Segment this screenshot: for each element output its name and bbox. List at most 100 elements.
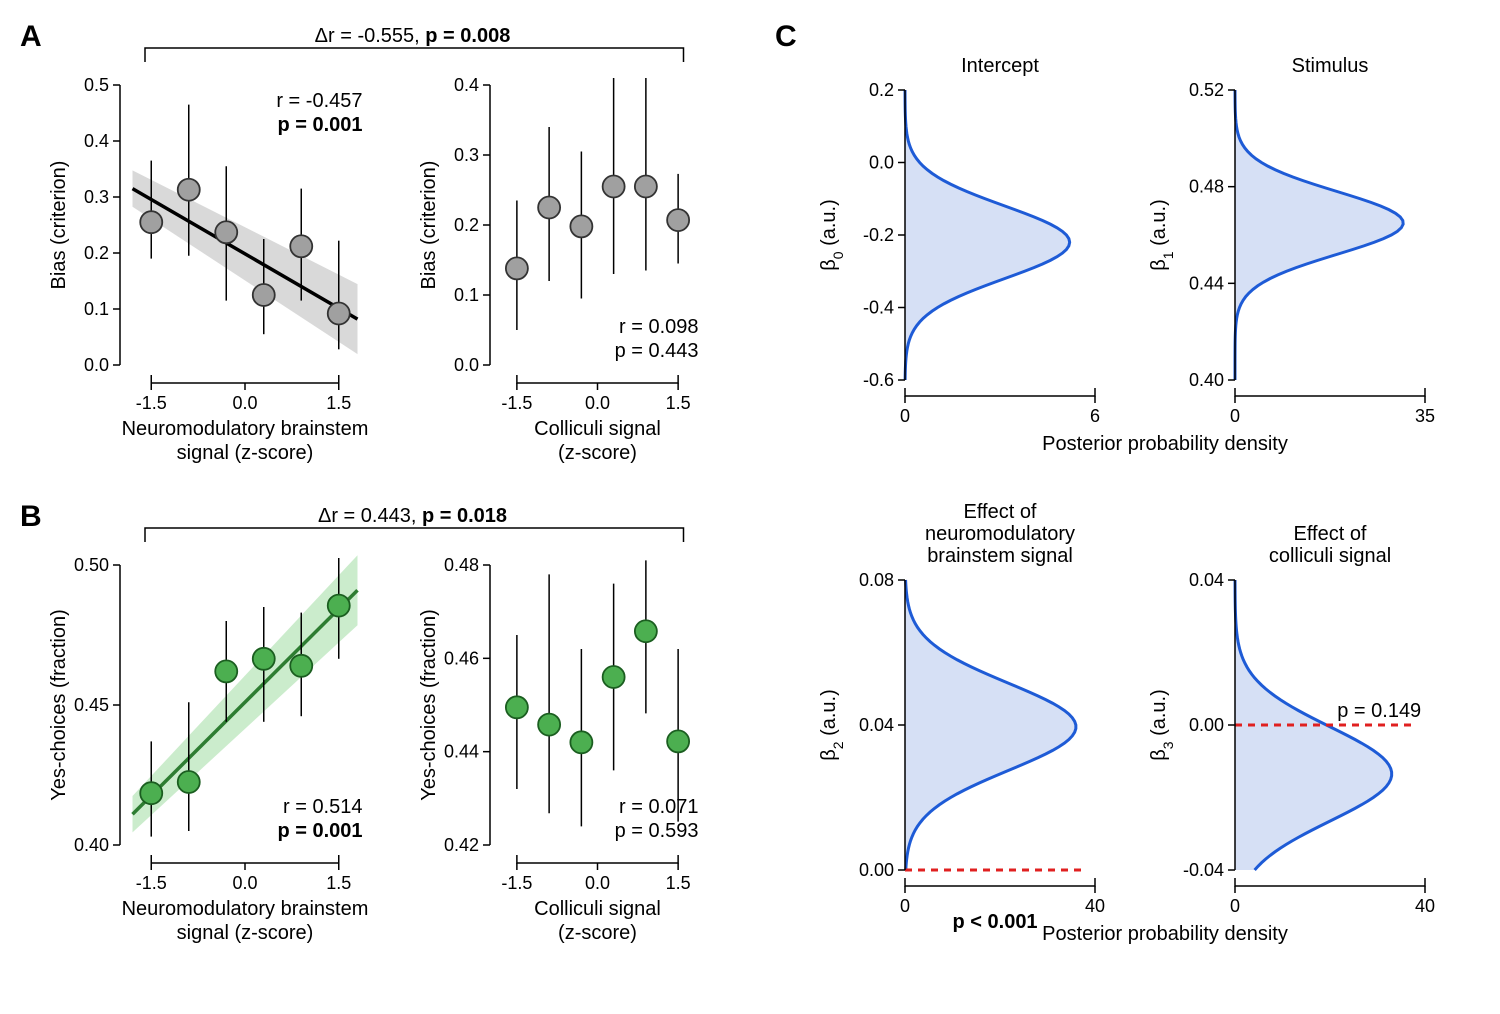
svg-text:0.3: 0.3: [84, 187, 109, 207]
svg-text:0.46: 0.46: [444, 648, 479, 668]
left-column: A 0.0 0.1 0.2 0.3 0.4 0.5 -1.5 0.0 1.5 Bias (crit…: [20, 20, 750, 995]
figure-container: A 0.0 0.1 0.2 0.3 0.4 0.5 -1.5 0.0 1.5 Bias (crit…: [20, 20, 1480, 995]
svg-text:0.0: 0.0: [585, 873, 610, 893]
svg-text:0.4: 0.4: [454, 75, 479, 95]
svg-text:β2 (a.u.): β2 (a.u.): [818, 689, 846, 761]
svg-text:signal (z-score): signal (z-score): [177, 442, 314, 464]
svg-text:Effect of: Effect of: [1293, 523, 1366, 545]
svg-text:0.44: 0.44: [444, 742, 479, 762]
svg-text:Colliculi signal: Colliculi signal: [534, 418, 661, 440]
svg-text:0.2: 0.2: [869, 80, 894, 100]
svg-text:0.52: 0.52: [1189, 80, 1224, 100]
panel-B-label: B: [20, 500, 42, 534]
svg-text:-0.04: -0.04: [1183, 860, 1224, 880]
svg-text:r = 0.514: r = 0.514: [283, 796, 363, 818]
svg-text:β3 (a.u.): β3 (a.u.): [1148, 689, 1176, 761]
panel-B-svg: 0.40 0.45 0.50 -1.5 0.0 1.5 Yes-choices (fract…: [20, 500, 750, 980]
svg-text:p = 0.149: p = 0.149: [1337, 700, 1421, 722]
svg-text:Effect of: Effect of: [963, 501, 1036, 523]
svg-text:0.50: 0.50: [74, 555, 109, 575]
svg-text:p = 0.001: p = 0.001: [277, 820, 362, 842]
svg-text:1.5: 1.5: [666, 393, 691, 413]
panel-A: A 0.0 0.1 0.2 0.3 0.4 0.5 -1.5 0.0 1.5 Bias (crit…: [20, 20, 750, 500]
svg-text:0.5: 0.5: [84, 75, 109, 95]
panel-A-label: A: [20, 20, 42, 54]
svg-text:0.44: 0.44: [1189, 273, 1224, 293]
svg-text:0: 0: [1230, 896, 1240, 916]
svg-text:0: 0: [900, 896, 910, 916]
svg-text:Neuromodulatory brainstem: Neuromodulatory brainstem: [122, 418, 369, 440]
svg-text:Δr = 0.443, p = 0.018: Δr = 0.443, p = 0.018: [318, 505, 507, 527]
svg-text:r = -0.457: r = -0.457: [276, 90, 362, 112]
svg-text:0.1: 0.1: [84, 299, 109, 319]
svg-text:35: 35: [1415, 406, 1435, 426]
svg-text:1.5: 1.5: [326, 393, 351, 413]
svg-text:Bias (criterion): Bias (criterion): [48, 161, 70, 290]
svg-text:β0 (a.u.): β0 (a.u.): [818, 199, 846, 271]
svg-text:β1 (a.u.): β1 (a.u.): [1148, 199, 1176, 271]
panel-B: B 0.40 0.45 0.50 -1.5 0.0 1.5 Yes-choices (fra…: [20, 500, 750, 980]
svg-text:0.0: 0.0: [869, 153, 894, 173]
svg-text:1.5: 1.5: [326, 873, 351, 893]
svg-text:0.0: 0.0: [454, 355, 479, 375]
svg-text:0.04: 0.04: [1189, 570, 1224, 590]
svg-text:0.48: 0.48: [444, 555, 479, 575]
panel-A-svg: 0.0 0.1 0.2 0.3 0.4 0.5 -1.5 0.0 1.5 Bias (criter…: [20, 20, 750, 500]
svg-text:colliculi signal: colliculi signal: [1269, 545, 1391, 567]
svg-text:(z-score): (z-score): [558, 442, 637, 464]
svg-text:Yes-choices (fraction): Yes-choices (fraction): [48, 609, 70, 801]
svg-text:Posterior probability density: Posterior probability density: [1042, 433, 1288, 455]
svg-text:0.00: 0.00: [1189, 715, 1224, 735]
svg-text:1.5: 1.5: [666, 873, 691, 893]
svg-text:0.00: 0.00: [859, 860, 894, 880]
svg-text:Posterior probability density: Posterior probability density: [1042, 923, 1288, 945]
svg-text:Colliculi signal: Colliculi signal: [534, 898, 661, 920]
svg-text:0.42: 0.42: [444, 835, 479, 855]
svg-text:40: 40: [1415, 896, 1435, 916]
svg-text:signal (z-score): signal (z-score): [177, 922, 314, 944]
svg-text:0.0: 0.0: [232, 873, 257, 893]
svg-text:p = 0.593: p = 0.593: [615, 820, 699, 842]
svg-text:0.0: 0.0: [84, 355, 109, 375]
right-column: C -0.6-0.4-0.20.00.206β0 (a.u.)Intercept…: [775, 20, 1475, 995]
svg-text:Yes-choices (fraction): Yes-choices (fraction): [418, 609, 440, 801]
svg-text:Bias (criterion): Bias (criterion): [418, 161, 440, 290]
svg-text:p = 0.001: p = 0.001: [277, 114, 362, 136]
svg-text:0.40: 0.40: [1189, 370, 1224, 390]
svg-text:0: 0: [1230, 406, 1240, 426]
svg-text:0.0: 0.0: [232, 393, 257, 413]
svg-text:r = 0.071: r = 0.071: [619, 796, 699, 818]
svg-text:0.4: 0.4: [84, 131, 109, 151]
svg-text:-0.2: -0.2: [863, 225, 894, 245]
svg-text:Stimulus: Stimulus: [1292, 55, 1369, 77]
svg-text:-0.6: -0.6: [863, 370, 894, 390]
svg-text:0: 0: [900, 406, 910, 426]
svg-text:0.0: 0.0: [585, 393, 610, 413]
svg-text:p = 0.443: p = 0.443: [615, 340, 699, 362]
svg-text:40: 40: [1085, 896, 1105, 916]
svg-text:Intercept: Intercept: [961, 55, 1039, 77]
svg-text:-1.5: -1.5: [136, 393, 167, 413]
svg-text:-1.5: -1.5: [501, 873, 532, 893]
svg-text:Neuromodulatory brainstem: Neuromodulatory brainstem: [122, 898, 369, 920]
svg-text:0.1: 0.1: [454, 285, 479, 305]
svg-text:(z-score): (z-score): [558, 922, 637, 944]
svg-text:0.48: 0.48: [1189, 177, 1224, 197]
svg-text:0.40: 0.40: [74, 835, 109, 855]
svg-text:6: 6: [1090, 406, 1100, 426]
svg-text:0.2: 0.2: [84, 243, 109, 263]
svg-text:0.3: 0.3: [454, 145, 479, 165]
svg-text:brainstem signal: brainstem signal: [927, 545, 1073, 567]
svg-text:Δr = -0.555, p = 0.008: Δr = -0.555, p = 0.008: [315, 25, 511, 47]
svg-text:p < 0.001: p < 0.001: [953, 911, 1038, 933]
panel-C-svg: -0.6-0.4-0.20.00.206β0 (a.u.)Intercept0.…: [775, 20, 1475, 990]
svg-text:r = 0.098: r = 0.098: [619, 316, 699, 338]
svg-text:0.45: 0.45: [74, 695, 109, 715]
svg-text:0.08: 0.08: [859, 570, 894, 590]
svg-text:-1.5: -1.5: [136, 873, 167, 893]
svg-text:0.2: 0.2: [454, 215, 479, 235]
svg-text:0.04: 0.04: [859, 715, 894, 735]
svg-text:-1.5: -1.5: [501, 393, 532, 413]
svg-text:neuromodulatory: neuromodulatory: [925, 523, 1075, 545]
panel-C-label: C: [775, 20, 797, 54]
